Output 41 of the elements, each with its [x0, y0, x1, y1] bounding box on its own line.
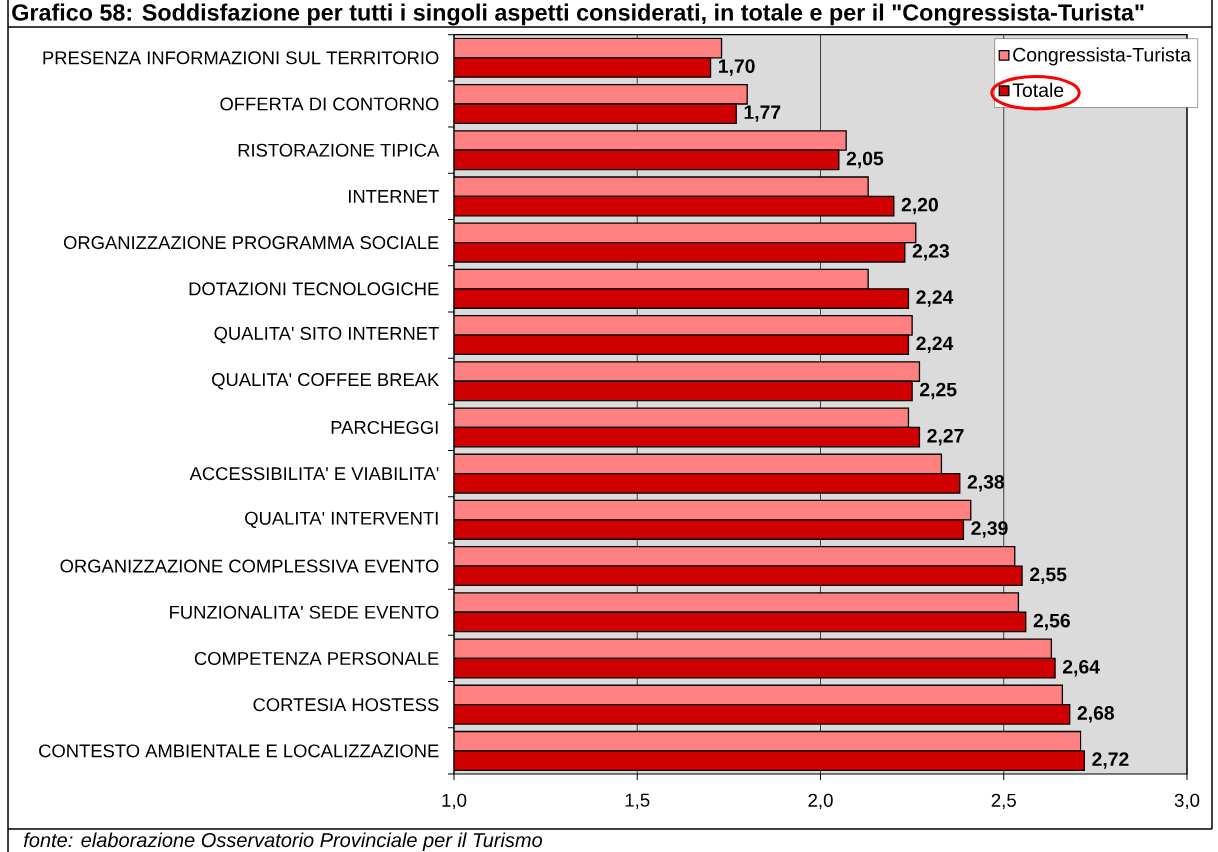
y-tick-label: PRESENZA INFORMAZIONI SUL TERRITORIO	[43, 51, 439, 65]
data-label: 2,55	[1030, 567, 1067, 584]
data-label: 2,68	[1077, 706, 1115, 723]
data-label: 2,23	[912, 244, 949, 261]
y-tick-label: ACCESSIBILITA' E VIABILITA'	[189, 467, 439, 481]
chart-title: Grafico 58: Soddisfazione per tutti i singoli aspetti considerati, in totale e per il "Congressista-Turista"	[12, 3, 1144, 26]
y-tick-label: INTERNET	[348, 190, 439, 203]
data-label: 2,24	[916, 290, 954, 307]
data-label: 1,70	[719, 59, 755, 76]
data-label: 2,05	[846, 151, 884, 169]
y-tick-label: QUALITA' SITO INTERNET	[214, 326, 439, 344]
y-tick-label: ORGANIZZAZIONE PROGRAMMA SOCIALE	[63, 236, 439, 250]
y-tick-label: QUALITA' COFFEE BREAK	[212, 373, 440, 390]
y-tick-label: RISTORAZIONE TIPICA	[238, 143, 440, 157]
data-label: 1,77	[744, 105, 781, 122]
data-label: 2,64	[1062, 659, 1100, 677]
data-label: 2,24	[916, 336, 954, 353]
y-tick-label: QUALITA' INTERVENTI	[245, 511, 438, 529]
data-label: 2,56	[1033, 613, 1070, 631]
x-tick-label: 1,0	[442, 793, 467, 810]
legend-label: Congressista-Turista	[1013, 47, 1192, 66]
x-tick-label: 3,0	[1174, 793, 1200, 810]
data-label: 2,27	[927, 428, 964, 446]
data-label: 2,39	[971, 521, 1008, 538]
y-tick-label: DOTAZIONI TECNOLOGICHE	[189, 282, 439, 296]
data-label: 2,72	[1092, 752, 1129, 769]
x-tick-label: 2,5	[991, 793, 1016, 810]
y-tick-label: FUNZIONALITA' SEDE EVENTO	[170, 605, 439, 619]
x-tick-label: 1,5	[625, 793, 650, 809]
y-tick-label: PARCHEGGI	[331, 420, 438, 434]
y-tick-label: COMPETENZA PERSONALE	[194, 651, 439, 665]
y-tick-label: ORGANIZZAZIONE COMPLESSIVA EVENTO	[60, 559, 439, 573]
y-tick-label: CORTESIA HOSTESS	[253, 698, 439, 712]
y-tick-label: OFFERTA DI CONTORNO	[220, 97, 439, 111]
data-label: 2,38	[967, 475, 1005, 492]
x-tick-label: 2,0	[808, 793, 833, 810]
data-label: 2,25	[920, 382, 957, 400]
y-tick-label: CONTESTO AMBIENTALE E LOCALIZZAZIONE	[39, 744, 439, 758]
legend-label: Totale	[1012, 82, 1064, 98]
data-label: 2,20	[901, 197, 938, 215]
source-note: fonte: elaborazione Osservatorio Provinciale per il Turismo	[23, 832, 543, 852]
